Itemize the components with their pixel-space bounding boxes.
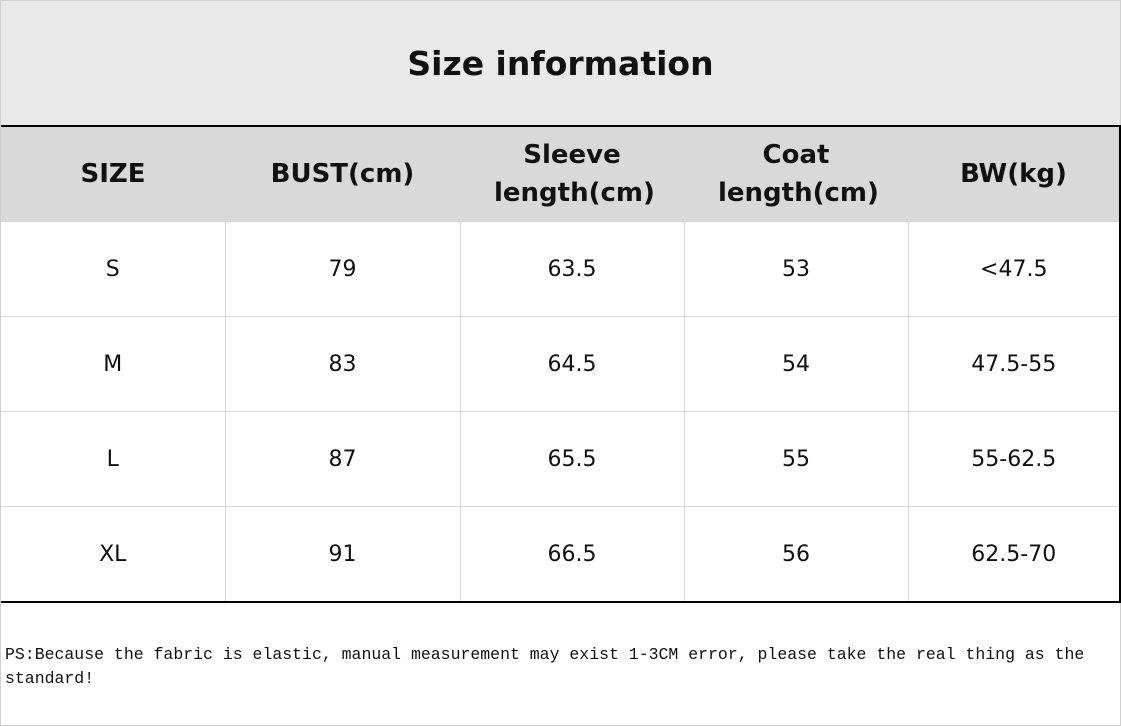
table-cell: XL	[1, 506, 226, 603]
table-cell: 55-62.5	[907, 411, 1121, 507]
table-cell: M	[1, 316, 226, 412]
table-cell: 62.5-70	[907, 506, 1121, 603]
table-cell: 53	[683, 221, 909, 317]
table-cell: 54	[683, 316, 909, 412]
column-header: BW(kg)	[908, 126, 1120, 222]
column-header: BUST(cm)	[225, 126, 460, 222]
column-header: Coat length(cm)	[684, 126, 908, 222]
title: Size information	[407, 43, 714, 83]
header-row: SIZE BUST(cm) Sleeve length(cm) Coat length…	[1, 126, 1120, 222]
table-cell: 65.5	[459, 411, 685, 507]
table-row: L 87 65.5 55 55-62.5	[1, 411, 1121, 507]
table-cell: S	[1, 221, 226, 317]
table-row: M 83 64.5 54 47.5-55	[1, 316, 1121, 412]
table-cell: 55	[683, 411, 909, 507]
title-band: Size information	[1, 1, 1120, 125]
column-header: SIZE	[1, 126, 225, 222]
table-row: XL 91 66.5 56 62.5-70	[1, 506, 1121, 603]
table-cell: <47.5	[907, 221, 1121, 317]
table-cell: 63.5	[459, 221, 685, 317]
table-cell: 83	[224, 316, 461, 412]
table-cell: 79	[224, 221, 461, 317]
table-cell: 56	[683, 506, 909, 603]
table-cell: 64.5	[459, 316, 685, 412]
table-cell: 66.5	[459, 506, 685, 603]
size-table: SIZE BUST(cm) Sleeve length(cm) Coat length…	[1, 125, 1121, 603]
column-header: Sleeve length(cm)	[460, 126, 684, 222]
table-row: S 79 63.5 53 <47.5	[1, 221, 1121, 317]
table-cell: 91	[224, 506, 461, 603]
table-cell: 47.5-55	[907, 316, 1121, 412]
footer-note: PS:Because the fabric is elastic, manual…	[5, 645, 1085, 688]
table-body: S 79 63.5 53 <47.5 M 83 64.5 54 47.5-55 L 87 65.5 55 5…	[1, 221, 1121, 603]
table-cell: 87	[224, 411, 461, 507]
table-cell: L	[1, 411, 226, 507]
